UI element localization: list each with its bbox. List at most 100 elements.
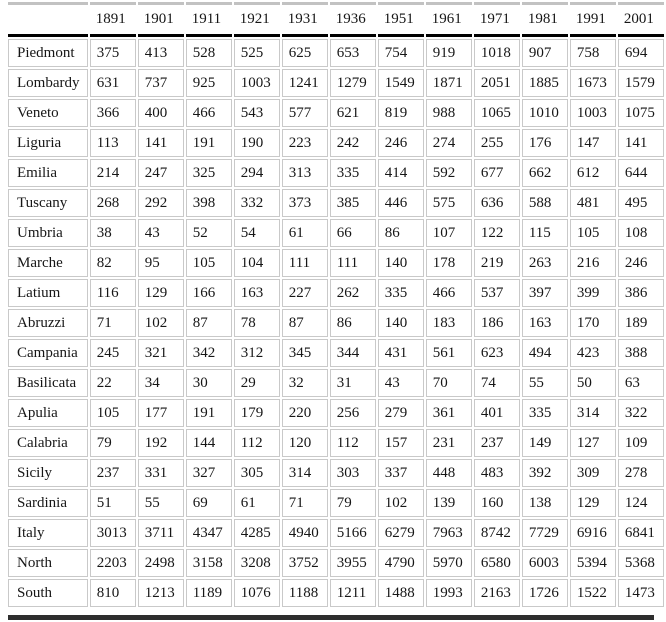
cell: 5394: [569, 549, 616, 577]
cell: 105: [89, 399, 136, 427]
cell: 1075: [617, 99, 664, 127]
cell: 178: [425, 249, 472, 277]
table-row: North 2203 2498 3158 3208 3752 3955 4790 5970 658…: [8, 549, 664, 577]
cell: 6916: [569, 519, 616, 547]
cell: 231: [425, 429, 472, 457]
cell: 141: [137, 129, 184, 157]
cell: 413: [137, 39, 184, 67]
column-header-1936: 1936: [329, 2, 376, 37]
cell: 525: [233, 39, 280, 67]
cell: 1673: [569, 69, 616, 97]
cell: 1279: [329, 69, 376, 97]
table-row: Lombardy 631 737 925 1003 1241 1279 1549 1871 205…: [8, 69, 664, 97]
cell: 1010: [521, 99, 568, 127]
cell: 191: [185, 399, 232, 427]
cell: 3711: [137, 519, 184, 547]
cell: 5970: [425, 549, 472, 577]
table-row: Abruzzi 71 102 87 78 87 86 140 183 186 163 170 189: [8, 309, 664, 337]
table-row: Marche 82 95 105 104 111 111 140 178 219 263 216 246: [8, 249, 664, 277]
cell: 3752: [281, 549, 328, 577]
row-label: Emilia: [8, 159, 88, 187]
cell: 621: [329, 99, 376, 127]
column-header-1971: 1971: [473, 2, 520, 37]
cell: 1211: [329, 579, 376, 607]
cell: 466: [425, 279, 472, 307]
cell: 112: [233, 429, 280, 457]
cell: 177: [137, 399, 184, 427]
cell: 274: [425, 129, 472, 157]
cell: 1488: [377, 579, 424, 607]
cell: 1018: [473, 39, 520, 67]
cell: 1993: [425, 579, 472, 607]
cell: 1473: [617, 579, 664, 607]
row-label: Basilicata: [8, 369, 88, 397]
row-label: North: [8, 549, 88, 577]
cell: 112: [329, 429, 376, 457]
cell: 242: [329, 129, 376, 157]
cell: 179: [233, 399, 280, 427]
cell: 2498: [137, 549, 184, 577]
cell: 6279: [377, 519, 424, 547]
cell: 322: [617, 399, 664, 427]
cell: 176: [521, 129, 568, 157]
cell: 810: [89, 579, 136, 607]
cell: 919: [425, 39, 472, 67]
cell: 87: [185, 309, 232, 337]
cell: 819: [377, 99, 424, 127]
cell: 335: [521, 399, 568, 427]
cell: 223: [281, 129, 328, 157]
cell: 43: [137, 219, 184, 247]
cell: 309: [569, 459, 616, 487]
cell: 82: [89, 249, 136, 277]
cell: 3208: [233, 549, 280, 577]
cell: 345: [281, 339, 328, 367]
cell: 1065: [473, 99, 520, 127]
cell: 3955: [329, 549, 376, 577]
cell: 335: [377, 279, 424, 307]
cell: 105: [569, 219, 616, 247]
cell: 79: [329, 489, 376, 517]
column-header-1951: 1951: [377, 2, 424, 37]
cell: 55: [137, 489, 184, 517]
cell: 1003: [233, 69, 280, 97]
column-header-1901: 1901: [137, 2, 184, 37]
cell: 95: [137, 249, 184, 277]
cell: 1241: [281, 69, 328, 97]
table-row: Sicily 237 331 327 305 314 303 337 448 483 392 309 2…: [8, 459, 664, 487]
cell: 4347: [185, 519, 232, 547]
cell: 644: [617, 159, 664, 187]
row-label: Sardinia: [8, 489, 88, 517]
cell: 398: [185, 189, 232, 217]
cell: 361: [425, 399, 472, 427]
cell: 5368: [617, 549, 664, 577]
cell: 189: [617, 309, 664, 337]
cell: 2203: [89, 549, 136, 577]
cell: 268: [89, 189, 136, 217]
cell: 190: [233, 129, 280, 157]
cell: 5166: [329, 519, 376, 547]
cell: 163: [233, 279, 280, 307]
table-bottom-rule: [8, 615, 654, 620]
column-header-1981: 1981: [521, 2, 568, 37]
cell: 69: [185, 489, 232, 517]
cell: 102: [137, 309, 184, 337]
cell: 22: [89, 369, 136, 397]
cell: 108: [617, 219, 664, 247]
table-row: Veneto 366 400 466 543 577 621 819 988 1065 1010 10…: [8, 99, 664, 127]
table-row: Emilia 214 247 325 294 313 335 414 592 677 662 612 6…: [8, 159, 664, 187]
column-header-1911: 1911: [185, 2, 232, 37]
cell: 400: [137, 99, 184, 127]
cell: 116: [89, 279, 136, 307]
cell: 386: [617, 279, 664, 307]
cell: 636: [473, 189, 520, 217]
cell: 279: [377, 399, 424, 427]
cell: 4790: [377, 549, 424, 577]
cell: 337: [377, 459, 424, 487]
header-row: 1891 1901 1911 1921 1931 1936 1951 1961 1971 1981…: [8, 2, 664, 37]
cell: 111: [281, 249, 328, 277]
cell: 216: [569, 249, 616, 277]
table-row: Sardinia 51 55 69 61 71 79 102 139 160 138 129 124: [8, 489, 664, 517]
cell: 577: [281, 99, 328, 127]
cell: 34: [137, 369, 184, 397]
